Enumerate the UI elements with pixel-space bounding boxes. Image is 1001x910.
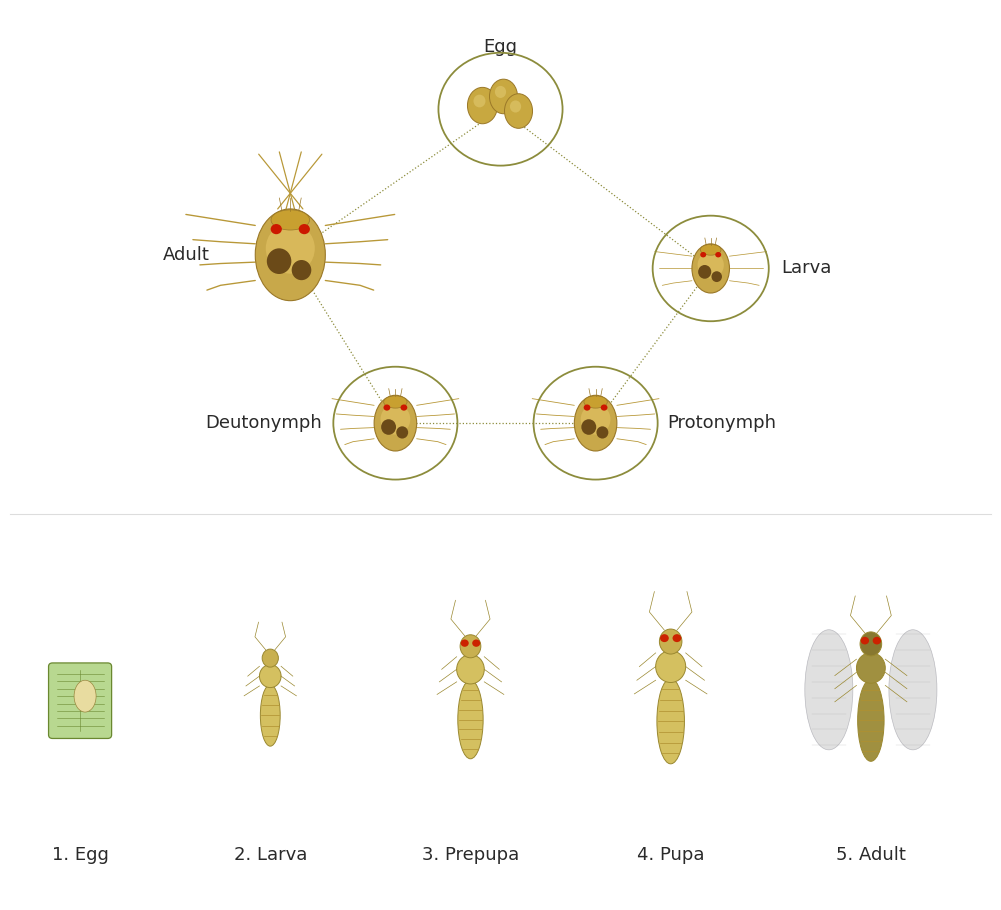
Circle shape	[715, 252, 721, 258]
Ellipse shape	[656, 651, 686, 682]
Ellipse shape	[267, 248, 291, 274]
Text: Adult: Adult	[163, 246, 210, 264]
Ellipse shape	[259, 664, 281, 688]
Circle shape	[383, 404, 390, 410]
Ellipse shape	[857, 652, 885, 683]
Ellipse shape	[380, 404, 410, 435]
Ellipse shape	[271, 210, 309, 230]
Circle shape	[298, 224, 310, 234]
Text: Protonymph: Protonymph	[668, 414, 777, 432]
FancyBboxPatch shape	[48, 662, 112, 739]
Ellipse shape	[860, 632, 882, 656]
Ellipse shape	[255, 209, 325, 300]
Circle shape	[584, 404, 591, 410]
Circle shape	[472, 640, 480, 647]
Ellipse shape	[575, 395, 617, 451]
Ellipse shape	[381, 420, 396, 435]
Ellipse shape	[505, 94, 533, 128]
Ellipse shape	[374, 395, 416, 451]
Circle shape	[700, 252, 707, 258]
Ellipse shape	[660, 629, 682, 654]
Ellipse shape	[889, 630, 937, 750]
Ellipse shape	[701, 245, 721, 255]
Circle shape	[873, 637, 881, 644]
Ellipse shape	[473, 95, 485, 107]
Text: Deutonymph: Deutonymph	[205, 414, 322, 432]
Ellipse shape	[692, 244, 730, 293]
Circle shape	[270, 224, 282, 234]
Ellipse shape	[510, 100, 522, 113]
Text: 2. Larva: 2. Larva	[233, 846, 307, 864]
Ellipse shape	[396, 426, 408, 439]
Ellipse shape	[456, 654, 484, 684]
Text: Egg: Egg	[483, 38, 518, 56]
Text: 1. Egg: 1. Egg	[52, 846, 108, 864]
Text: Larva: Larva	[781, 259, 831, 278]
Ellipse shape	[460, 635, 480, 658]
Text: 3. Prepupa: 3. Prepupa	[421, 846, 520, 864]
Ellipse shape	[265, 223, 314, 274]
Circle shape	[460, 640, 468, 647]
Text: 4. Pupa: 4. Pupa	[637, 846, 705, 864]
Ellipse shape	[489, 79, 518, 114]
Ellipse shape	[582, 420, 597, 435]
Circle shape	[861, 637, 869, 644]
Text: 5. Adult: 5. Adult	[836, 846, 906, 864]
Ellipse shape	[657, 679, 685, 763]
Ellipse shape	[260, 684, 280, 746]
Circle shape	[673, 634, 682, 642]
Ellipse shape	[597, 426, 609, 439]
Ellipse shape	[383, 396, 407, 408]
Circle shape	[660, 634, 669, 642]
Ellipse shape	[805, 630, 853, 750]
Ellipse shape	[584, 396, 608, 408]
Circle shape	[400, 404, 407, 410]
Ellipse shape	[262, 649, 278, 667]
Circle shape	[601, 404, 608, 410]
Ellipse shape	[467, 87, 497, 124]
Ellipse shape	[457, 681, 483, 759]
Ellipse shape	[858, 680, 884, 762]
Ellipse shape	[494, 86, 507, 98]
Ellipse shape	[581, 404, 611, 435]
Ellipse shape	[698, 265, 712, 278]
Ellipse shape	[74, 680, 96, 712]
Ellipse shape	[291, 260, 311, 280]
Ellipse shape	[712, 271, 722, 282]
Ellipse shape	[698, 251, 724, 278]
